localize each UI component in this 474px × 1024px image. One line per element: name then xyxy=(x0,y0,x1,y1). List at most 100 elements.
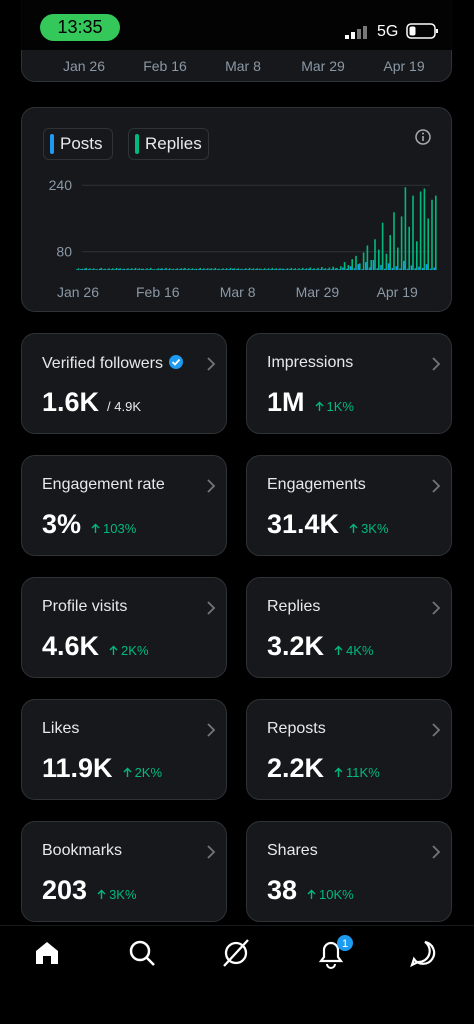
metric-card[interactable]: Engagement rate 3% 103% xyxy=(21,455,227,556)
home-icon[interactable] xyxy=(36,942,58,964)
bar xyxy=(175,269,177,270)
metric-value: 1M 1K% xyxy=(267,387,354,418)
chevron xyxy=(432,601,441,615)
bar xyxy=(391,267,394,270)
bar xyxy=(374,239,376,270)
metric-change: 103% xyxy=(91,521,136,536)
bar xyxy=(332,266,334,270)
bar xyxy=(91,269,93,270)
bar xyxy=(298,268,300,270)
metric-card[interactable]: Bookmarks 203 3K% xyxy=(21,821,227,922)
bar xyxy=(163,269,166,270)
nav-icons: 1 xyxy=(36,935,436,969)
metric-label: Verified followers xyxy=(42,354,184,373)
bar xyxy=(403,260,405,270)
metric-card[interactable]: Reposts 2.2K 11K% xyxy=(246,699,452,800)
metric-card[interactable]: Impressions 1M 1K% xyxy=(246,333,452,434)
bar xyxy=(277,269,280,270)
metric-value: 38 xyxy=(267,875,298,905)
metric-value: 1.6K xyxy=(42,387,100,417)
metric-card[interactable]: Verified followers 1.6K / 4.9K xyxy=(21,333,227,434)
bar xyxy=(389,235,391,270)
metric-value: 4.6K 2K% xyxy=(42,631,149,662)
metric-label: Bookmarks xyxy=(42,842,123,859)
bar xyxy=(245,268,247,270)
bar xyxy=(252,268,255,270)
bar xyxy=(271,267,274,270)
metric-value: 11.9K 2K% xyxy=(42,753,162,784)
bar xyxy=(264,268,266,270)
bar xyxy=(89,268,91,270)
bar xyxy=(414,268,416,270)
bar xyxy=(385,253,388,270)
bar xyxy=(224,269,226,270)
bar xyxy=(137,269,139,270)
messages-icon[interactable] xyxy=(410,940,436,968)
info-icon[interactable] xyxy=(414,128,432,146)
bar xyxy=(104,268,106,270)
bar xyxy=(190,269,192,270)
x-tick-label: Apr 19 xyxy=(377,284,418,300)
bar xyxy=(365,262,367,270)
bar xyxy=(346,268,348,270)
bar xyxy=(142,268,144,270)
chevron xyxy=(207,357,216,371)
bar xyxy=(362,252,365,270)
bar xyxy=(157,268,160,270)
up-arrow xyxy=(123,767,132,777)
x-tick-label: Mar 8 xyxy=(220,284,256,300)
metric-change: 11K% xyxy=(334,765,380,780)
legend-swatch xyxy=(50,134,54,154)
chevron xyxy=(432,845,441,859)
bar xyxy=(140,268,143,270)
bar xyxy=(429,268,432,270)
grok-icon[interactable] xyxy=(224,941,248,965)
bar xyxy=(323,268,325,270)
metric-value: 3% 103% xyxy=(42,509,136,540)
bar xyxy=(96,269,99,270)
metric-label: Shares xyxy=(267,842,318,859)
metric-label: Verified followers xyxy=(42,355,163,372)
metric-label: Reposts xyxy=(267,720,326,737)
bar xyxy=(275,268,277,270)
bar xyxy=(121,269,124,270)
bar xyxy=(378,249,380,270)
bar xyxy=(422,267,424,270)
bar xyxy=(102,269,105,270)
bar xyxy=(115,267,118,270)
bar xyxy=(327,269,329,270)
bar xyxy=(241,268,243,270)
bar xyxy=(228,269,230,270)
metric-change: 1K% xyxy=(315,399,354,414)
bar xyxy=(99,268,101,270)
metric-card[interactable]: Profile visits 4.6K 2K% xyxy=(21,577,227,678)
metric-card[interactable]: Replies 3.2K 4K% xyxy=(246,577,452,678)
bar xyxy=(433,267,435,270)
bar xyxy=(416,241,418,270)
bar xyxy=(370,260,372,270)
metric-card[interactable]: Likes 11.9K 2K% xyxy=(21,699,227,800)
change-text: 2K% xyxy=(121,643,149,658)
bar xyxy=(404,187,407,270)
x-tick-label: Apr 19 xyxy=(383,58,425,74)
legend-posts[interactable]: Posts xyxy=(43,128,113,160)
up-arrow xyxy=(91,523,100,533)
bar xyxy=(372,260,375,270)
time: 13:35 xyxy=(40,14,120,41)
search-icon[interactable] xyxy=(129,940,151,962)
legend-replies[interactable]: Replies xyxy=(128,128,209,160)
metric-card[interactable]: Engagements 31.4K 3K% xyxy=(246,455,452,556)
bar xyxy=(319,269,321,270)
bar xyxy=(167,269,169,270)
bar xyxy=(427,218,429,270)
y-tick-label: 80 xyxy=(56,244,72,260)
bar xyxy=(336,267,338,270)
metric-value: 4.6K xyxy=(42,631,100,661)
metric-card[interactable]: Shares 38 10K% xyxy=(246,821,452,922)
bar xyxy=(144,269,147,270)
bar xyxy=(108,268,110,270)
bar xyxy=(308,268,310,270)
bar xyxy=(313,268,315,270)
bar xyxy=(191,268,194,270)
notifications-icon[interactable] xyxy=(318,941,344,963)
